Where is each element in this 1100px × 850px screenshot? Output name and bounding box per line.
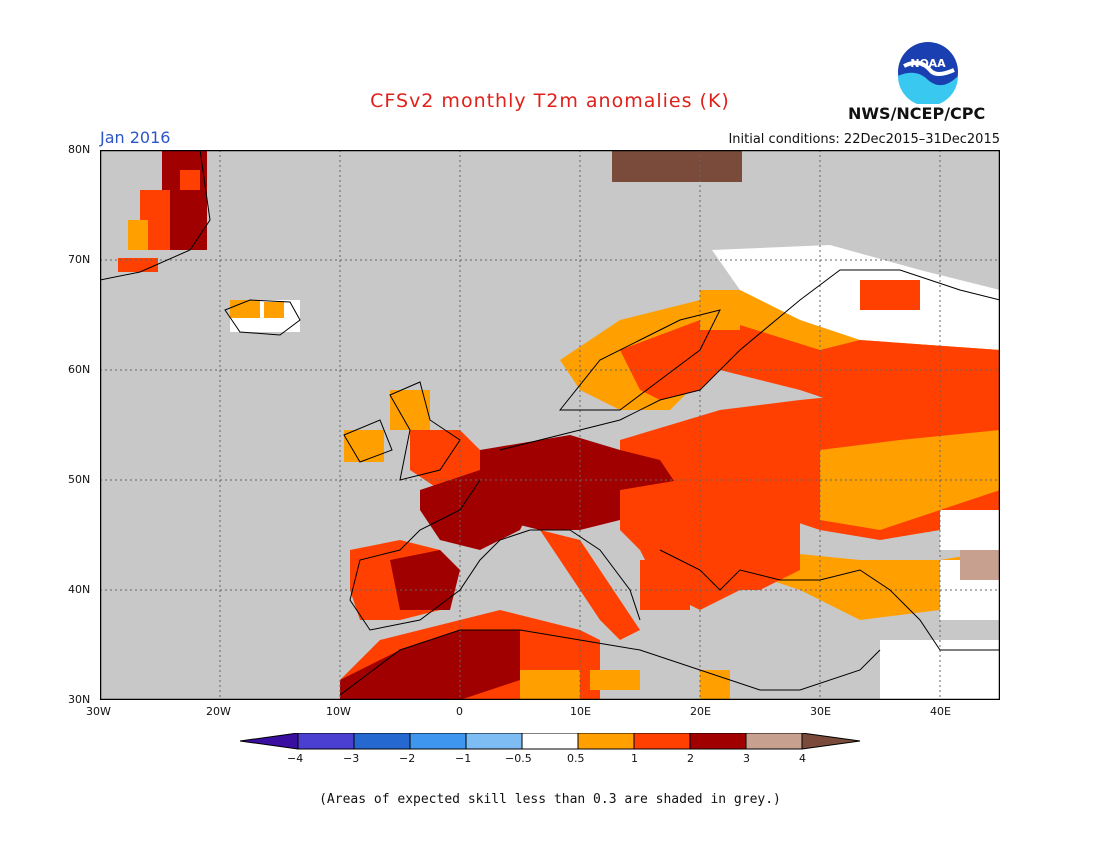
colorbar-label: −3 [343, 752, 360, 765]
map-title: CFSv2 monthly T2m anomalies (K) [370, 90, 730, 112]
colorbar-cell [578, 733, 634, 749]
colorbar-label: −2 [399, 752, 416, 765]
noaa-logo: NOAA [898, 42, 958, 104]
colorbar-cell [690, 733, 746, 749]
lon-label: 20W [206, 705, 231, 718]
lat-label: 80N [68, 143, 91, 156]
lat-label: 60N [68, 363, 91, 376]
colorbar-cell [746, 733, 802, 749]
lon-label: 10E [570, 705, 591, 718]
lon-label: 10W [326, 705, 351, 718]
colorbar-cell [522, 733, 578, 749]
colorbar-label: 4 [799, 752, 806, 765]
colorbar [239, 732, 862, 757]
svalbard-anomaly [612, 150, 742, 182]
italy-balkans-anomaly [540, 530, 690, 640]
lat-label: 70N [68, 253, 91, 266]
colorbar-label: 1 [631, 752, 638, 765]
colorbar-label: −0.5 [505, 752, 532, 765]
map-panel [99, 149, 1001, 704]
colorbar-cell [298, 733, 354, 749]
lat-label: 40N [68, 583, 91, 596]
lon-label: 30E [810, 705, 831, 718]
lat-label: 50N [68, 473, 91, 486]
colorbar-cell-gt4 [802, 733, 860, 749]
colorbar-label: −1 [455, 752, 472, 765]
lon-label: 0 [456, 705, 463, 718]
colorbar-cell [354, 733, 410, 749]
logo-text: NOAA [910, 57, 946, 70]
western-europe-anomaly [344, 390, 530, 620]
forecast-period: Jan 2016 [100, 128, 171, 147]
colorbar-cell [634, 733, 690, 749]
map-frame [99, 149, 1001, 701]
colorbar-cell-lt-minus4 [240, 733, 298, 749]
colorbar-label: 3 [743, 752, 750, 765]
colorbar-cell [466, 733, 522, 749]
colorbar-cell [410, 733, 466, 749]
colorbar-label: 0.5 [567, 752, 585, 765]
colorbar-label: 2 [687, 752, 694, 765]
iceland-anomaly [230, 300, 300, 332]
initial-conditions: Initial conditions: 22Dec2015–31Dec2015 [728, 132, 1000, 147]
coastlines [99, 149, 1001, 696]
colorbar-label: −4 [287, 752, 304, 765]
skill-footnote: (Areas of expected skill less than 0.3 a… [319, 792, 781, 807]
agency-label: NWS/NCEP/CPC [848, 104, 986, 123]
lon-label: 20E [690, 705, 711, 718]
graticule [100, 150, 1000, 700]
lat-label: 30N [68, 693, 91, 706]
greenland-anomaly [118, 150, 207, 272]
lon-label: 40E [930, 705, 951, 718]
anomaly-map [99, 149, 1001, 701]
lon-label: 30W [86, 705, 111, 718]
